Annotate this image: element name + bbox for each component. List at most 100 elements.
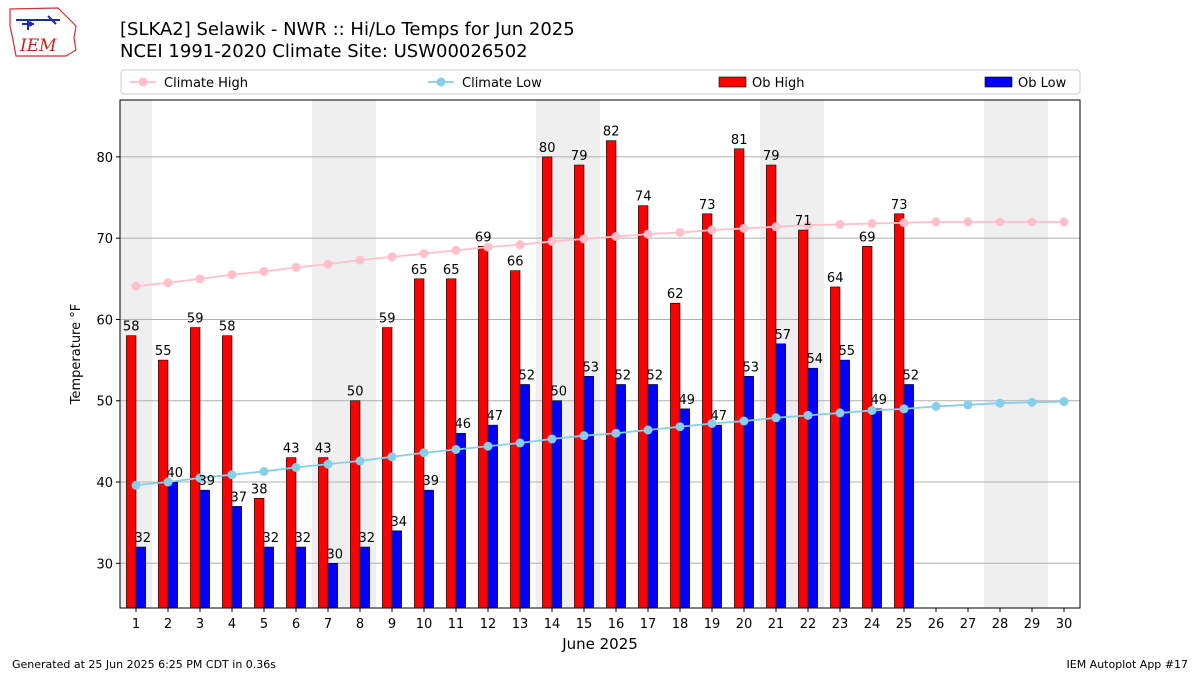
climate-high-point — [195, 274, 205, 284]
climate-high-point — [355, 255, 365, 265]
ob-low-bar — [711, 424, 722, 609]
climate-low-point — [131, 480, 141, 490]
climate-high-point — [643, 229, 653, 239]
ob-low-bar — [263, 546, 274, 609]
climate-high-point — [739, 223, 749, 233]
ob-low-bar — [615, 384, 626, 609]
legend-climate-high-label: Climate High — [164, 76, 248, 91]
ob-high-label: 59 — [187, 312, 204, 327]
ob-low-bar — [135, 546, 146, 609]
climate-high-point — [931, 217, 941, 227]
ob-high-bar — [478, 246, 489, 609]
climate-low-point — [579, 431, 589, 441]
ob-low-bar — [903, 384, 914, 609]
ob-low-bar — [519, 384, 530, 609]
ob-low-bar — [583, 376, 594, 609]
climate-high-point — [259, 267, 269, 277]
ob-low-bar — [679, 408, 690, 609]
ob-low-bar — [839, 359, 850, 609]
ob-low-bar — [167, 481, 178, 609]
legend: Climate High Climate Low Ob High Ob Low — [120, 69, 1081, 95]
ob-high-label: 80 — [539, 141, 556, 156]
ob-high-label: 65 — [411, 263, 428, 278]
ob-high-label: 64 — [827, 271, 844, 286]
climate-low-point — [227, 470, 237, 480]
climate-low-point — [771, 413, 781, 423]
climate-high-point — [803, 220, 813, 230]
x-tick-label: 5 — [260, 617, 268, 632]
climate-high-point — [1027, 217, 1037, 227]
ob-low-bar — [231, 506, 242, 609]
x-tick-label: 28 — [992, 617, 1009, 632]
x-tick-label: 27 — [960, 617, 977, 632]
climate-low-point — [195, 473, 205, 483]
ob-high-bar — [574, 164, 585, 609]
climate-high-point — [419, 249, 429, 259]
x-tick-label: 6 — [292, 617, 300, 632]
ob-low-bar — [551, 400, 562, 609]
climate-low-point — [835, 408, 845, 418]
ob-high-bar — [766, 164, 777, 609]
ob-low-label: 50 — [551, 385, 568, 400]
climate-low-point — [1027, 397, 1037, 407]
ob-low-bar — [647, 384, 658, 609]
climate-low-point — [259, 466, 269, 476]
x-tick-label: 2 — [164, 617, 172, 632]
x-tick-label: 16 — [608, 617, 625, 632]
weekend-band — [984, 100, 1048, 608]
legend-ob-high-label: Ob High — [752, 76, 805, 91]
ob-low-label: 39 — [199, 474, 216, 489]
ob-low-label: 47 — [711, 409, 728, 424]
climate-high-point — [323, 259, 333, 269]
ob-high-bar — [254, 497, 265, 609]
climate-low-point — [931, 401, 941, 411]
ob-high-label: 59 — [379, 312, 396, 327]
ob-high-label: 79 — [571, 149, 588, 164]
climate-high-point — [291, 262, 301, 272]
x-tick-label: 7 — [324, 617, 332, 632]
ob-high-bar — [830, 286, 841, 609]
climate-low-point — [867, 405, 877, 415]
x-tick-label: 4 — [228, 617, 236, 632]
x-tick-label: 3 — [196, 617, 204, 632]
x-tick-label: 18 — [672, 617, 689, 632]
ob-low-label: 46 — [455, 417, 472, 432]
ob-high-bar — [350, 400, 361, 609]
ob-low-bar — [871, 408, 882, 609]
climate-low-point — [1059, 397, 1069, 407]
legend-climate-low-marker — [436, 77, 446, 87]
ob-low-label: 32 — [295, 531, 312, 546]
climate-low-point — [483, 441, 493, 451]
plot-frame — [119, 99, 1081, 609]
y-axis-label: Temperature °F — [69, 304, 84, 405]
climate-low-point — [707, 418, 717, 428]
ob-low-bar — [775, 343, 786, 609]
climate-high-point — [707, 225, 717, 235]
climate-high-point — [963, 217, 973, 227]
climate-high-point — [1059, 217, 1069, 227]
legend-climate-low-label: Climate Low — [462, 76, 542, 91]
ob-high-label: 73 — [699, 198, 716, 213]
ob-low-label: 49 — [871, 393, 888, 408]
ob-high-bar — [190, 327, 201, 609]
x-tick-label: 24 — [864, 617, 881, 632]
chart-subtitle: NCEI 1991-2020 Climate Site: USW00026502 — [120, 41, 528, 62]
x-tick-label: 12 — [480, 617, 497, 632]
ob-low-label: 30 — [327, 547, 344, 562]
ob-low-label: 57 — [775, 328, 792, 343]
ob-high-label: 58 — [123, 320, 140, 335]
y-tick-label: 50 — [96, 395, 113, 410]
climate-high-point — [995, 217, 1005, 227]
ob-high-label: 69 — [859, 230, 876, 245]
climate-low-point — [355, 456, 365, 466]
climate-low-point — [963, 400, 973, 410]
climate-lines — [131, 217, 1069, 490]
climate-low-point — [163, 477, 173, 487]
ob-high-label: 65 — [443, 263, 460, 278]
legend-ob-low-label: Ob Low — [1018, 76, 1067, 91]
x-tick-label: 20 — [736, 617, 753, 632]
y-tick-label: 70 — [96, 232, 113, 247]
ob-low-bar — [359, 546, 370, 609]
